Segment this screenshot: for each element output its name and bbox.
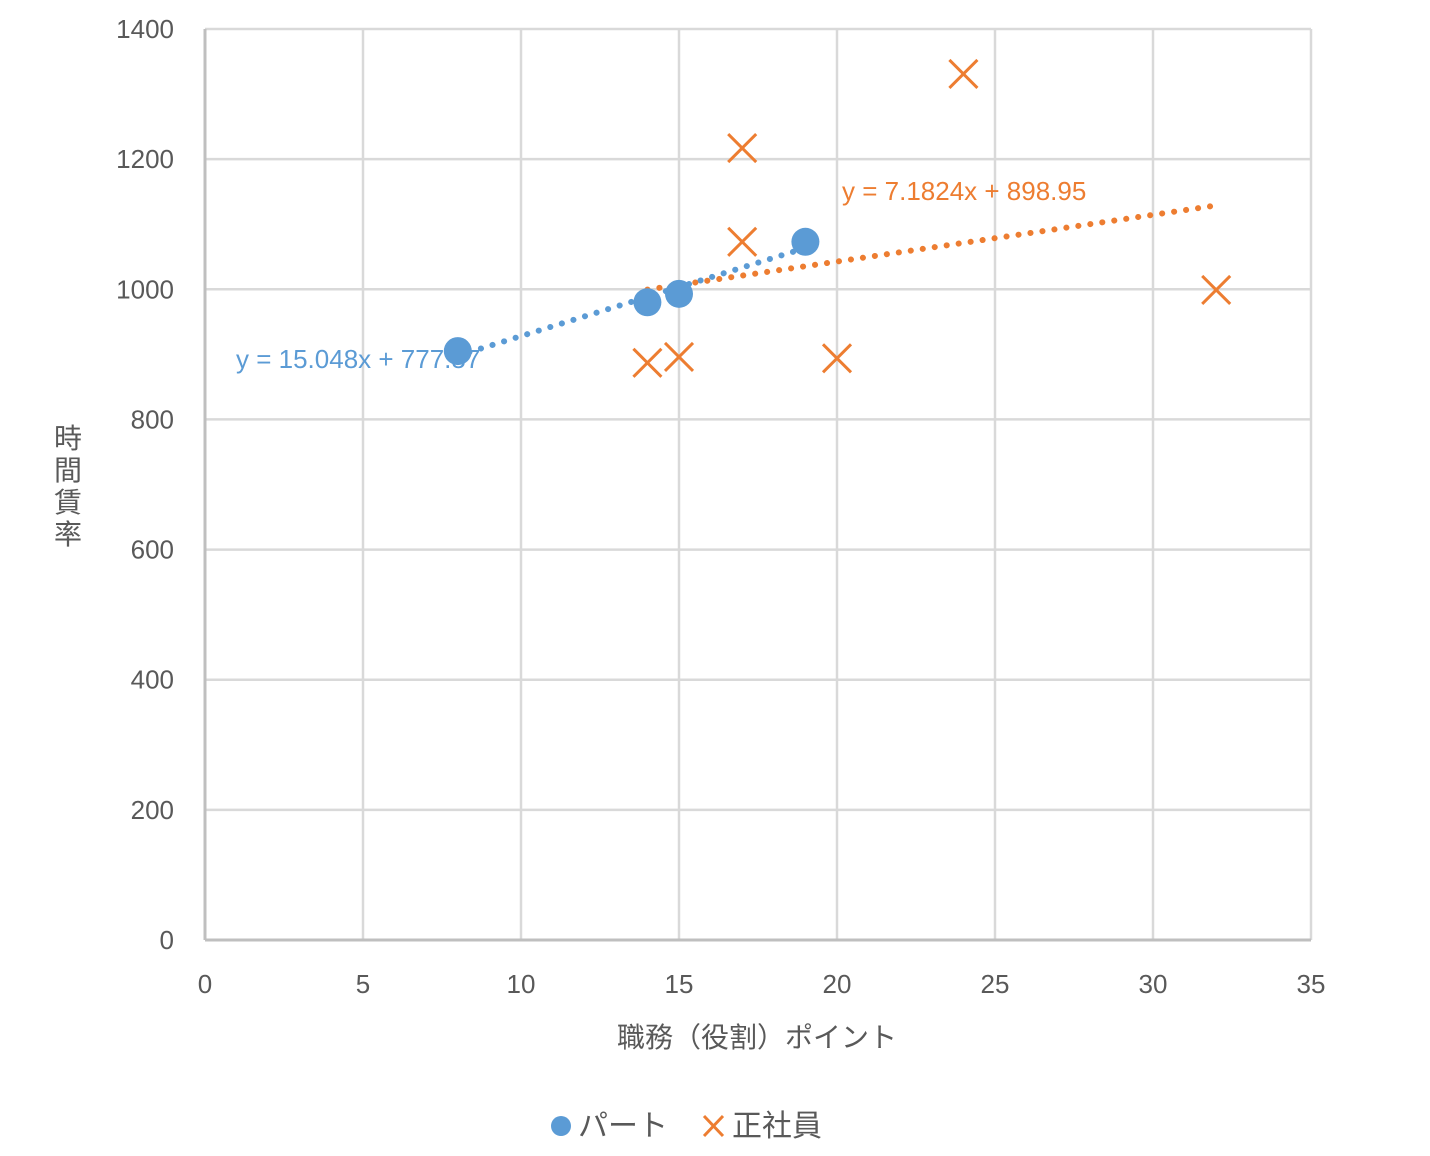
y-tick-label: 200: [131, 795, 174, 825]
data-point-x: [663, 341, 695, 373]
trendlines: [454, 202, 1220, 359]
y-tick-label: 1200: [116, 144, 174, 174]
y-tick-label: 1400: [116, 14, 174, 44]
data-point-circle: [443, 337, 472, 366]
legend-item-part[interactable]: パート: [551, 1109, 668, 1144]
x-tick-label: 15: [665, 969, 694, 999]
x-tick-label: 0: [198, 969, 212, 999]
x-tick-label: 30: [1139, 969, 1168, 999]
circle-marker-icon: [551, 1116, 571, 1136]
data-point-x: [1201, 274, 1232, 305]
legend-label-seishain: 正社員: [732, 1109, 822, 1144]
x-tick-label: 20: [823, 969, 852, 999]
x-axis-title: 職務（役割）ポイント: [617, 1021, 897, 1054]
data-point-x: [948, 58, 979, 89]
y-axis-ticks: 0 200 400 600 800 1000 1200 1400: [116, 14, 174, 955]
data-point-circle: [665, 279, 693, 308]
trendline-equation: y = 15.048x + 777.57: [236, 344, 480, 374]
trendline-equation: y = 7.1824x + 898.95: [842, 176, 1086, 206]
x-marker-icon: [702, 1114, 725, 1138]
legend: パート 正社員: [551, 1109, 822, 1144]
legend-label-part: パート: [578, 1109, 668, 1144]
x-tick-label: 10: [507, 969, 536, 999]
x-tick-label: 5: [356, 969, 370, 999]
trendline-equations: y = 15.048x + 777.57 y = 7.1824x + 898.95: [236, 176, 1086, 374]
legend-item-seishain[interactable]: 正社員: [702, 1109, 822, 1144]
data-point-circle: [791, 227, 820, 256]
y-axis-title: 時間賃率: [54, 422, 82, 551]
gridlines: [203, 27, 1313, 942]
x-tick-label: 25: [981, 969, 1010, 999]
data-point-x: [821, 343, 853, 374]
data-point-x: [632, 347, 663, 378]
data-points: [443, 58, 1232, 378]
x-axis-ticks: 0 5 10 15 20 25 30 35: [198, 969, 1326, 999]
y-tick-label: 400: [131, 665, 174, 695]
y-tick-label: 800: [131, 404, 174, 434]
data-point-circle: [633, 288, 662, 317]
data-point-x: [727, 226, 758, 257]
y-tick-label: 1000: [116, 274, 174, 304]
trendline: [454, 244, 809, 359]
data-point-x: [727, 133, 758, 164]
y-tick-label: 0: [160, 925, 174, 955]
y-tick-label: 600: [131, 535, 174, 565]
trendline: [644, 202, 1220, 293]
x-tick-label: 35: [1297, 969, 1326, 999]
